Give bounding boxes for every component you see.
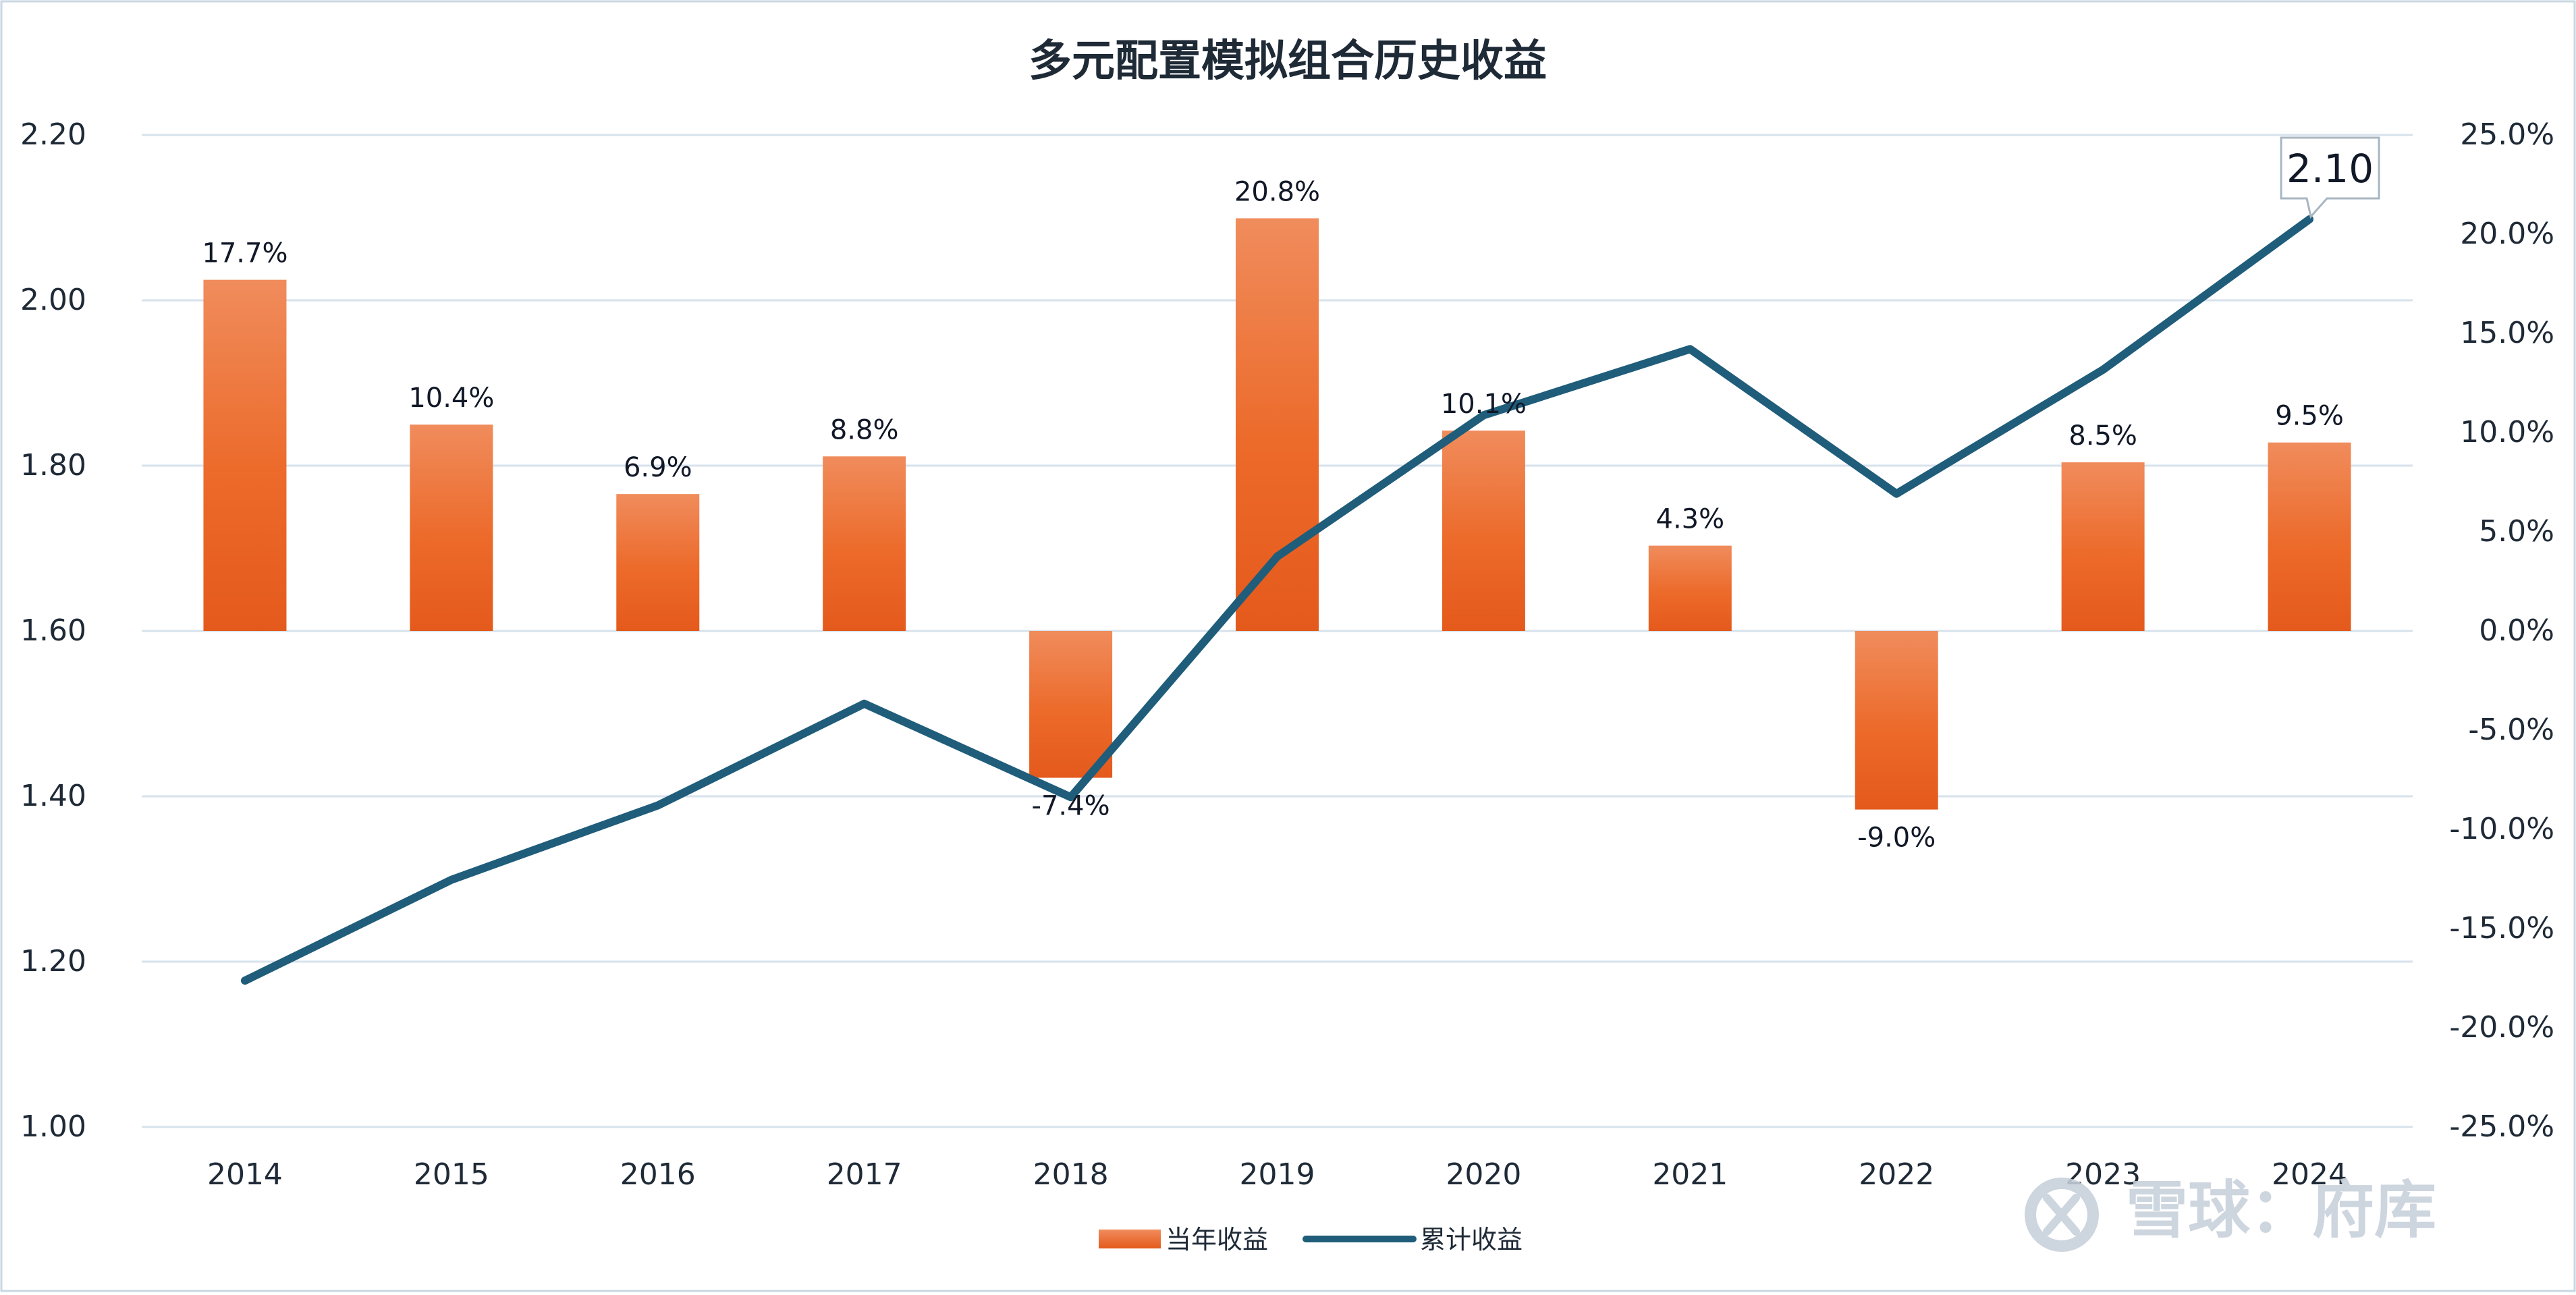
right-axis-tick-label: -10.0%	[2449, 812, 2554, 846]
right-axis-tick-label: 0.0%	[2479, 613, 2554, 648]
legend-line-label: 累计收益	[1420, 1225, 1523, 1255]
x-axis-tick-label: 2022	[1859, 1157, 1934, 1192]
right-axis-tick-label: 10.0%	[2460, 415, 2554, 449]
bar-annual-return	[1029, 631, 1112, 778]
bar-annual-return	[823, 456, 906, 631]
bar-annual-return	[2062, 462, 2145, 631]
x-axis-tick-label: 2014	[207, 1157, 283, 1192]
left-axis-tick-label: 1.40	[20, 779, 86, 813]
x-axis-tick-label: 2017	[827, 1157, 902, 1192]
bar-data-label: 10.1%	[1441, 389, 1527, 420]
x-axis-tick-label: 2018	[1033, 1157, 1109, 1192]
right-axis-tick-label: -15.0%	[2449, 911, 2554, 945]
bar-data-label: -7.4%	[1032, 791, 1110, 822]
bar-annual-return	[2268, 443, 2351, 631]
bar-annual-return	[410, 424, 493, 631]
legend-bar-label: 当年收益	[1166, 1225, 1268, 1255]
bar-data-label: -9.0%	[1857, 823, 1936, 854]
watermark-logo	[2025, 1178, 2099, 1252]
right-axis-tick-label: -5.0%	[2468, 713, 2554, 747]
bar-annual-return	[1855, 631, 1938, 810]
left-axis-tick-label: 1.00	[20, 1109, 86, 1144]
x-axis-tick-label: 2020	[1446, 1157, 1521, 1192]
bar-data-label: 20.8%	[1234, 176, 1320, 207]
x-axis-tick-label: 2019	[1240, 1157, 1315, 1192]
x-axis-tick-label: 2015	[414, 1157, 489, 1192]
bar-data-label: 8.8%	[830, 414, 899, 445]
right-axis-tick-label: -20.0%	[2449, 1010, 2554, 1045]
x-axis-tick-label: 2016	[620, 1157, 696, 1192]
bar-data-label: 6.9%	[624, 452, 692, 483]
bar-annual-return	[1649, 546, 1732, 631]
bar-data-label: 17.7%	[202, 238, 287, 269]
callout-text: 2.10	[2286, 146, 2374, 192]
right-axis-tick-label: 25.0%	[2460, 117, 2554, 152]
bar-annual-return	[1236, 218, 1319, 631]
bar-data-label: 10.4%	[408, 383, 494, 414]
left-axis-tick-label: 1.80	[20, 448, 86, 483]
right-axis-tick-label: 5.0%	[2479, 514, 2554, 549]
bar-data-label: 4.3%	[1656, 504, 1725, 535]
left-axis-tick-label: 1.20	[20, 944, 86, 979]
watermark-text: 雪球：府库	[2126, 1174, 2436, 1246]
left-axis-tick-label: 1.60	[20, 613, 86, 648]
left-axis-tick-label: 2.00	[20, 283, 86, 317]
bar-data-label: 9.5%	[2275, 401, 2344, 432]
left-axis-tick-label: 2.20	[20, 117, 86, 152]
chart-title: 多元配置模拟组合历史收益	[1029, 36, 1547, 86]
bar-annual-return	[203, 280, 286, 631]
right-axis-tick-label: 15.0%	[2460, 316, 2554, 350]
x-axis-tick-label: 2021	[1652, 1157, 1728, 1192]
bar-data-label: 8.5%	[2068, 420, 2137, 451]
bar-annual-return	[616, 494, 699, 631]
legend-bar-swatch	[1099, 1230, 1161, 1248]
right-axis-tick-label: 20.0%	[2460, 217, 2554, 251]
right-axis-tick-label: -25.0%	[2449, 1109, 2554, 1144]
bar-annual-return	[1442, 431, 1525, 631]
